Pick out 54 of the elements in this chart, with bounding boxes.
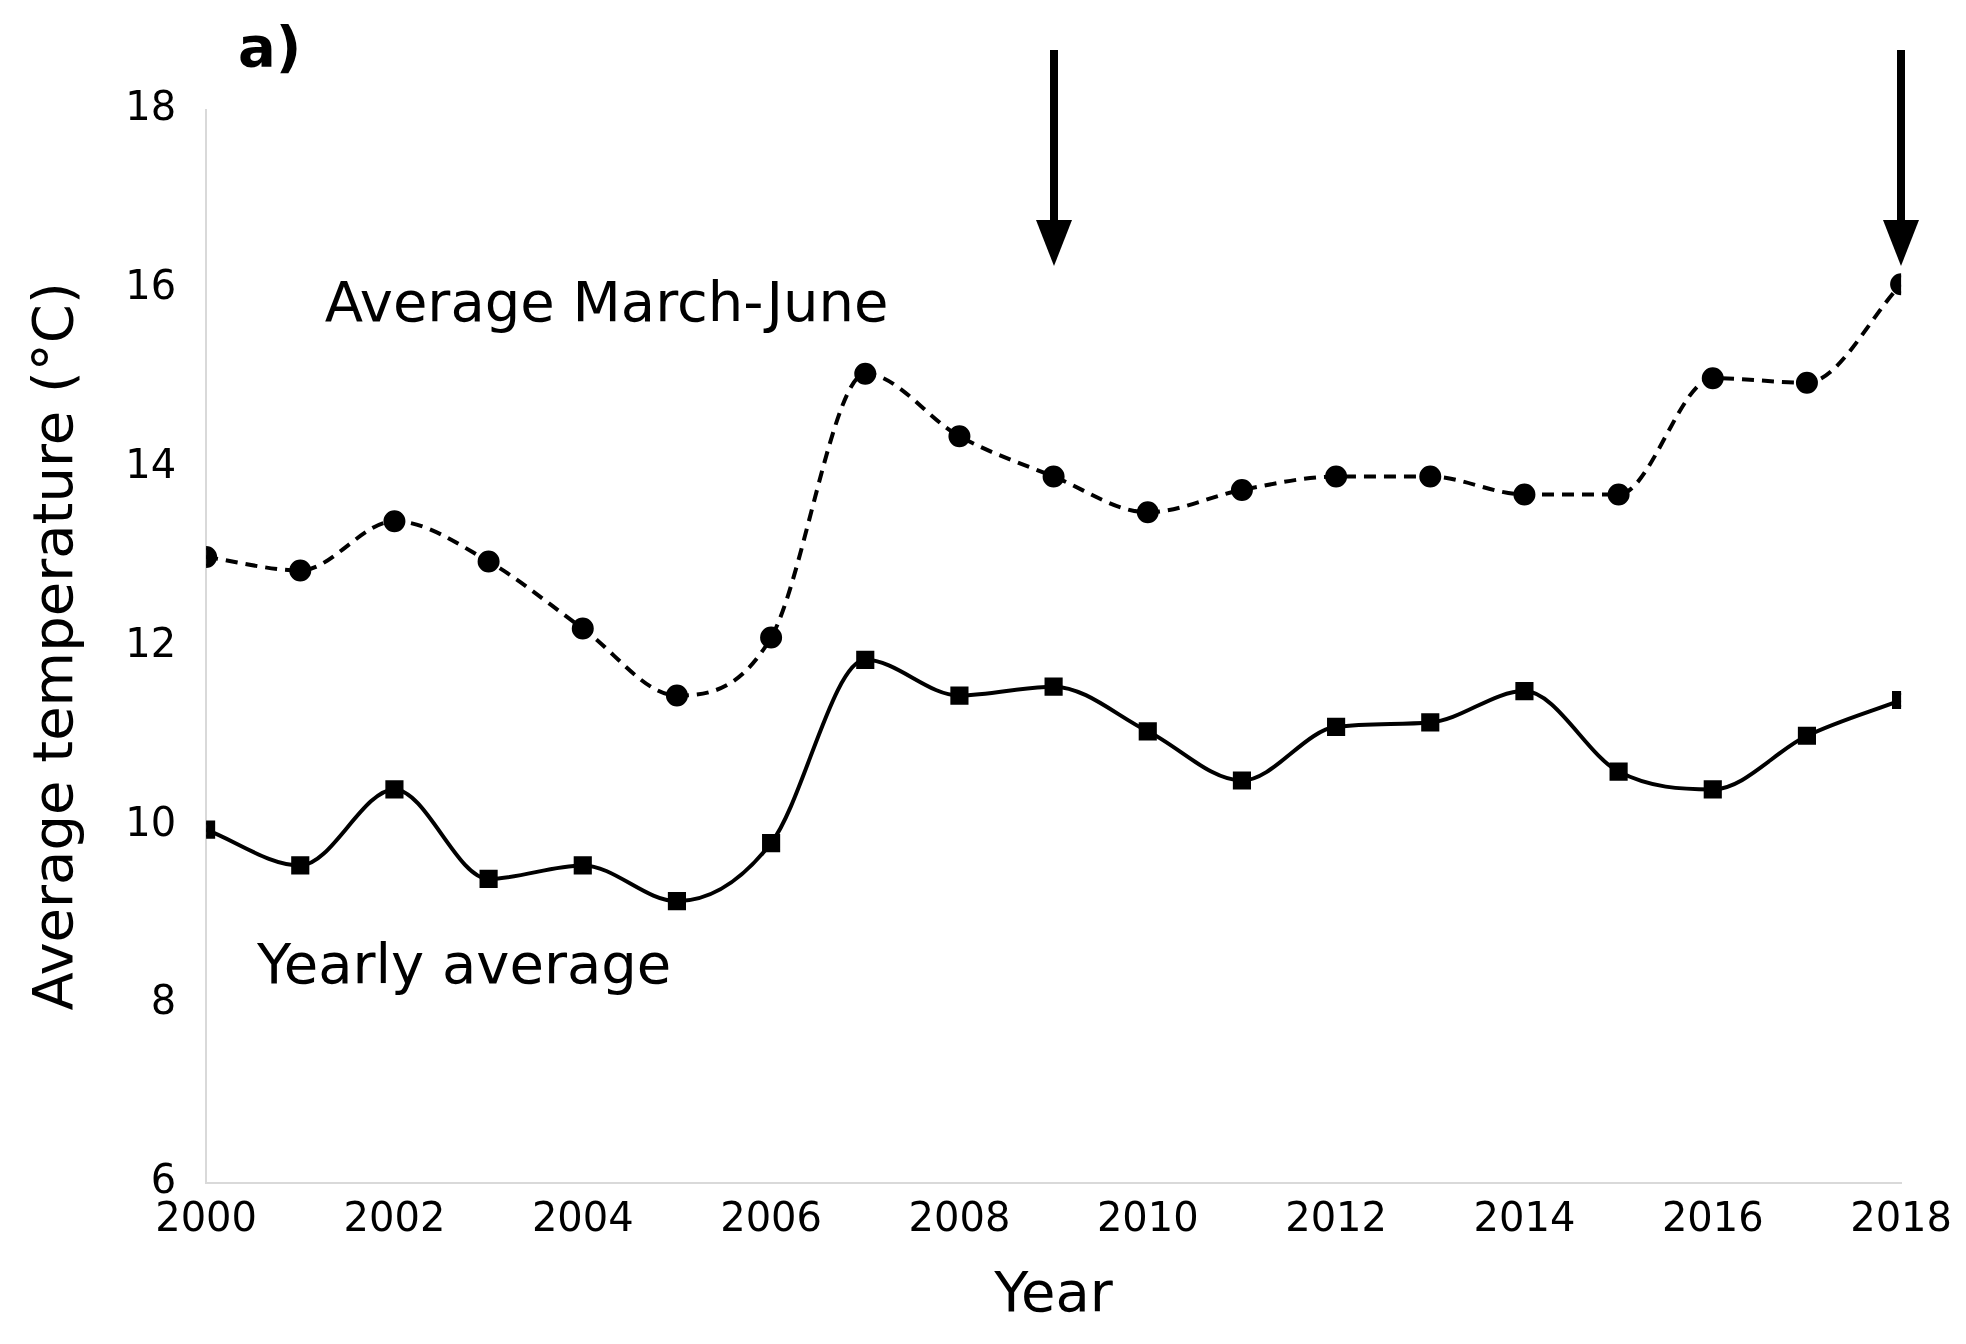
point (1703, 780, 1722, 799)
point (1797, 726, 1817, 745)
point (479, 869, 498, 888)
point (383, 510, 406, 533)
point (571, 617, 594, 640)
x-tick-label: 2006 (720, 1194, 822, 1241)
point (1327, 717, 1346, 736)
point (856, 650, 875, 669)
point (1607, 483, 1630, 506)
point (1795, 371, 1818, 394)
point (1230, 478, 1253, 501)
x-tick-label: 2014 (1473, 1194, 1576, 1241)
point (1421, 713, 1440, 732)
point (1609, 762, 1628, 781)
point (573, 856, 592, 875)
point (1701, 367, 1724, 390)
y-tick-label: 8 (150, 977, 177, 1024)
point (1136, 501, 1159, 524)
x-tick-label: 2008 (908, 1194, 1011, 1241)
y-tick-label: 18 (125, 83, 177, 130)
point (1232, 771, 1252, 790)
point (1513, 483, 1536, 506)
x-axis-title: Year (993, 1258, 1114, 1324)
x-tick-label: 2018 (1850, 1194, 1952, 1241)
point (1419, 465, 1442, 488)
point (1042, 465, 1065, 488)
series-label: Average March-June (324, 269, 889, 335)
x-tick-label: 2002 (343, 1194, 446, 1241)
x-tick-label: 2004 (531, 1194, 634, 1241)
y-axis-title: Average temperature (°C) (20, 282, 86, 1011)
point (1138, 722, 1157, 741)
point (762, 834, 781, 853)
x-tick-label: 2012 (1285, 1194, 1387, 1241)
point (667, 892, 686, 911)
point (665, 684, 688, 707)
x-tick-label: 2016 (1661, 1194, 1764, 1241)
point (291, 856, 310, 875)
point (1515, 682, 1534, 701)
point (385, 780, 404, 799)
series-label: Yearly average (255, 930, 672, 996)
point (1325, 465, 1348, 488)
point (948, 425, 971, 448)
point (477, 550, 500, 573)
point (950, 686, 969, 705)
y-tick-label: 12 (125, 619, 177, 666)
point (854, 362, 877, 385)
x-tick-label: 2010 (1096, 1194, 1199, 1241)
chart-title: a) (238, 14, 302, 79)
point (760, 626, 783, 649)
point (1044, 677, 1063, 696)
y-tick-label: 16 (125, 262, 177, 309)
y-tick-label: 10 (125, 798, 177, 845)
y-tick-label: 14 (125, 440, 177, 487)
point (289, 559, 312, 582)
